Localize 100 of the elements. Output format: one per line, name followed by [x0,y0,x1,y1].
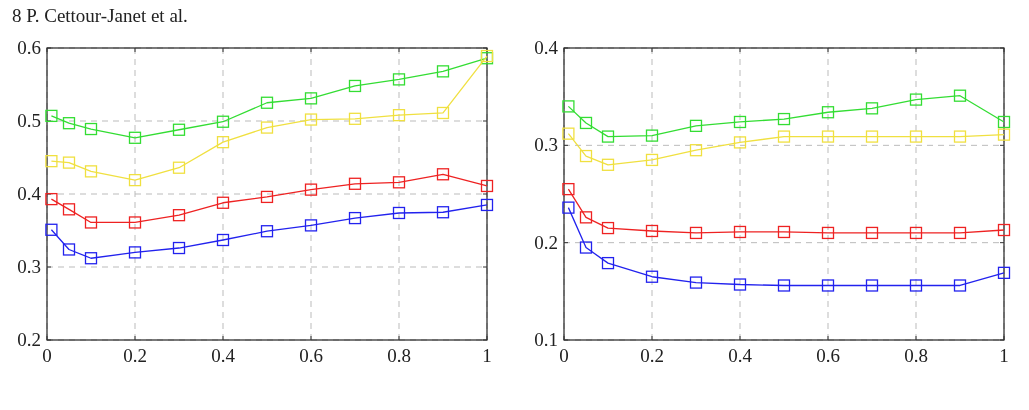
point [62,243,76,256]
point [45,192,58,206]
point [304,183,318,196]
point [865,226,879,240]
point [733,115,747,129]
point [821,106,835,119]
point [392,176,406,189]
point [777,130,791,143]
point [601,158,615,171]
point [348,79,362,93]
x-tick-label: 0.6 [816,345,840,366]
x-tick-label: 0.4 [728,345,753,366]
point [645,153,659,167]
x-tick-label: 0.8 [904,345,928,366]
x-tick-label: 0 [42,345,52,366]
point [436,168,450,181]
point [733,136,747,149]
point [260,225,274,238]
point [348,112,362,125]
point [128,246,142,259]
x-tick-label: 0.6 [299,345,323,366]
x-tick-label: 0.4 [211,345,236,366]
point [304,219,318,232]
point [84,165,98,178]
point [601,256,615,270]
point [865,130,879,143]
x-tick-label: 1 [999,345,1009,366]
y-tick-label: 0.4 [17,183,42,204]
point [84,252,98,265]
point [128,216,142,229]
point [689,119,703,133]
point [953,226,967,240]
point [909,93,923,106]
point [777,225,791,239]
point [645,270,659,283]
point [480,198,494,212]
y-tick-label: 0.2 [17,329,41,350]
x-tick-label: 0 [559,345,569,366]
point [821,130,835,143]
point [645,224,659,238]
point [865,102,879,115]
point [821,279,835,292]
point [689,226,703,240]
point [953,89,967,102]
y-tick-label: 0.6 [17,37,41,58]
point [172,123,186,136]
point [45,155,58,168]
point [392,109,406,122]
point [216,196,230,209]
point [733,278,747,291]
point [562,127,575,140]
y-tick-label: 0.5 [17,110,41,131]
point [172,241,186,255]
point [84,122,98,136]
point [579,241,593,254]
point [392,73,406,86]
x-tick-label: 0.2 [123,345,147,366]
point [689,144,703,157]
y-tick-label: 0.2 [534,231,558,253]
point [997,266,1011,279]
point [128,173,142,187]
x-tick-label: 1 [482,345,492,366]
point [62,156,76,169]
point [562,182,575,196]
y-tick-label: 0.3 [534,134,558,156]
point [953,130,967,143]
point [62,203,76,216]
y-tick-label: 0.3 [17,256,41,277]
point [172,161,186,174]
point [216,136,230,149]
point [348,177,362,190]
point [909,130,923,143]
point [909,226,923,240]
x-tick-label: 0.8 [387,345,411,366]
y-tick-label: 0.4 [534,37,559,58]
point [84,216,98,229]
point [997,128,1011,141]
point [733,225,747,239]
point [601,130,615,143]
point [645,129,659,142]
point [62,117,76,130]
text: 8 P. Cettour-Janet et al. [12,5,188,26]
point [562,201,575,214]
point [821,226,835,240]
point [579,116,593,130]
point [304,92,318,105]
point [579,211,593,224]
point [128,131,142,144]
x-tick-label: 0.2 [640,345,664,366]
point [865,279,879,292]
point [436,206,450,219]
point [216,233,230,247]
point [562,100,575,113]
point [777,279,791,292]
point [260,96,274,109]
point [953,279,967,292]
point [45,223,58,236]
point [689,276,703,289]
point [480,179,494,193]
point [45,109,58,123]
